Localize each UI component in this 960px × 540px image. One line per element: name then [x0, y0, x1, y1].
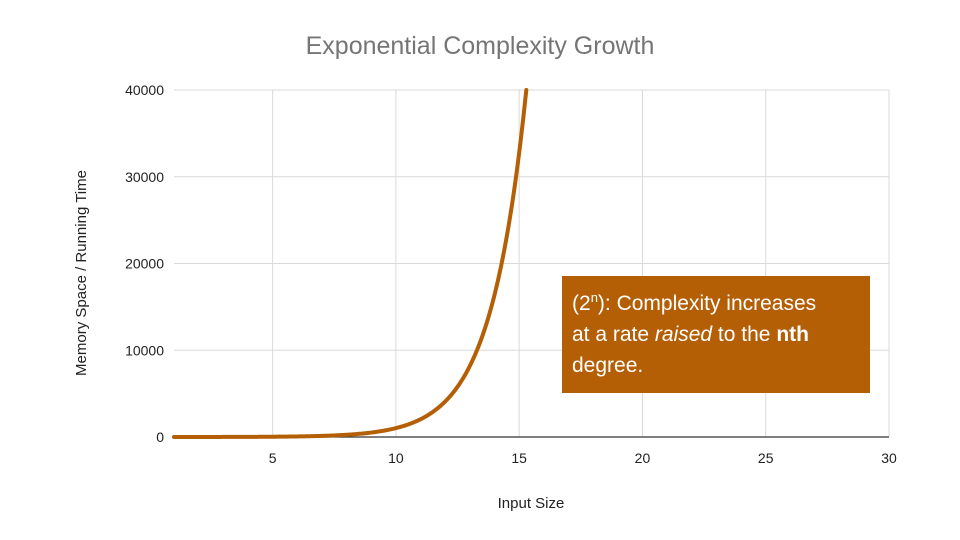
x-tick-label: 20	[635, 450, 651, 466]
x-axis-title: Input Size	[498, 495, 565, 512]
y-tick-label: 10000	[125, 342, 164, 358]
x-tick-label: 15	[511, 450, 527, 466]
annotation-line-2: at a rate raised to the nth	[572, 319, 860, 350]
annotation-line3: degree.	[572, 354, 644, 377]
annotation-line2-bold: nth	[776, 323, 809, 346]
annotation-line2-italic: raised	[654, 323, 713, 346]
axis-layer: 5 10 15 20 25 30 0 10000 20000 30000 40000	[125, 82, 897, 466]
annotation-line2-b: to the	[712, 323, 777, 346]
annotation-callout: (2n): Complexity increases at a rate rai…	[562, 276, 870, 393]
y-tick-label: 30000	[125, 169, 164, 185]
y-tick-label: 20000	[125, 256, 164, 272]
chart-title: Exponential Complexity Growth	[306, 32, 655, 60]
x-tick-label: 25	[758, 450, 774, 466]
annotation-line-1: (2n): Complexity increases	[572, 288, 860, 319]
x-tick-label: 5	[269, 450, 277, 466]
series-line-2-power-n	[172, 88, 529, 439]
annotation-superscript: n	[590, 290, 598, 305]
series-layer	[172, 88, 529, 439]
y-tick-label: 0	[156, 429, 164, 445]
y-axis-title: Memory Space / Running Time	[73, 170, 90, 376]
annotation-line2-a: at a rate	[572, 323, 655, 346]
annotation-line-3: degree.	[572, 350, 860, 381]
annotation-line1-rest: ): Complexity increases	[597, 292, 817, 315]
y-tick-label: 40000	[125, 82, 164, 98]
annotation-prefix: (2	[572, 292, 591, 315]
x-tick-label: 10	[388, 450, 404, 466]
x-tick-label: 30	[881, 450, 897, 466]
